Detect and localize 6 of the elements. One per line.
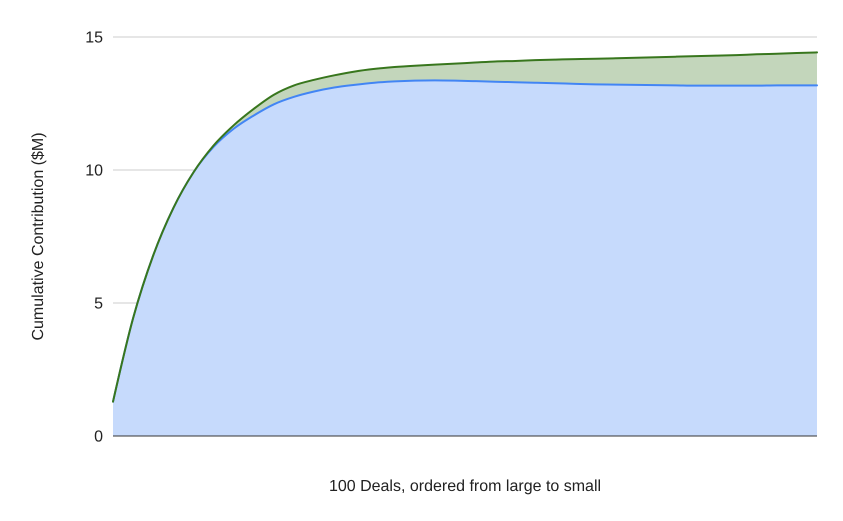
y-tick-label: 15 xyxy=(85,30,104,47)
y-tick-label: 0 xyxy=(94,428,104,446)
y-axis-title: Cumulative Contribution ($M) xyxy=(30,132,47,341)
x-axis-title: 100 Deals, ordered from large to small xyxy=(328,478,602,495)
y-tick-label: 5 xyxy=(94,296,104,313)
y-tick-label: 10 xyxy=(85,162,104,180)
